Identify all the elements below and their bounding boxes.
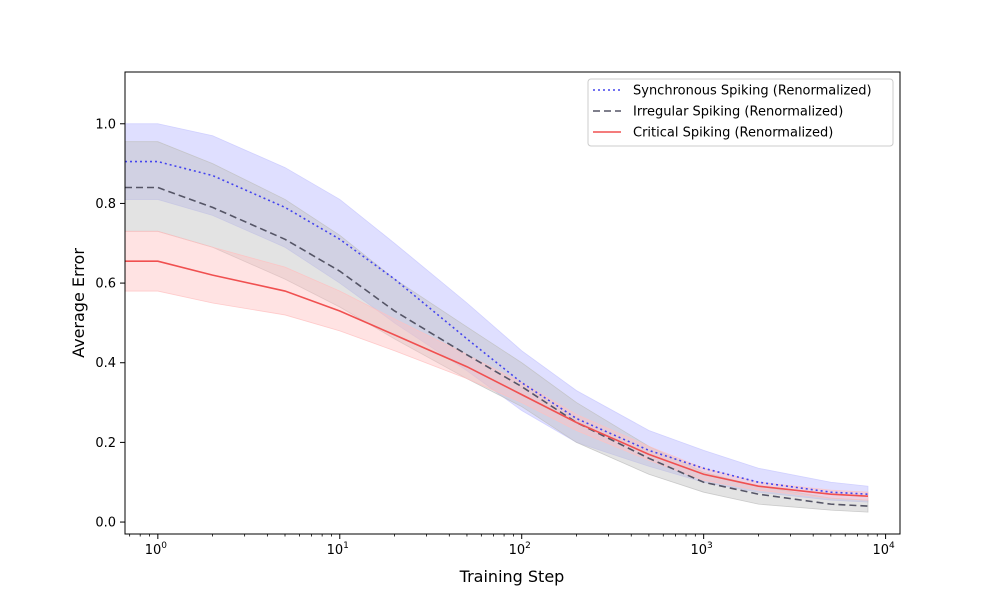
x-tick-label-0: 100 [145,541,168,558]
y-tick-label-0: 0.0 [95,516,116,531]
y-tick-label-1: 0.2 [95,436,116,451]
x-tick-label-3: 103 [691,541,713,558]
series-lines [125,160,869,507]
legend: Synchronous Spiking (Renormalized) Irregu… [587,78,894,147]
y-tick-label-3: 0.6 [95,277,116,292]
legend-label-3: Critical Spiking (Renormalized) [633,126,833,141]
x-tick-label-1: 101 [327,541,349,558]
plot-frame [124,71,901,535]
x-tick-label-4: 104 [872,541,895,558]
y-tick-label-4: 0.8 [95,197,116,212]
x-tick-label-2: 102 [509,541,531,558]
line-series-2 [125,186,869,507]
x-axis-ticks: 100 101 102 103 104 [129,534,895,558]
legend-label-2: Irregular Spiking (Renormalized) [633,105,843,120]
x-axis-label: Training Step [459,567,565,586]
band-series-2 [124,141,869,513]
line-series-3 [125,260,869,497]
legend-label-1: Synchronous Spiking (Renormalized) [633,84,872,99]
band-series-3 [124,230,869,501]
legend-box [587,78,894,147]
y-axis-label: Average Error [69,248,88,358]
y-tick-label-5: 1.0 [95,117,116,132]
y-tick-label-2: 0.4 [95,356,116,371]
y-axis-ticks: 0.0 0.2 0.4 0.6 0.8 1.0 [95,117,125,531]
confidence-bands [124,123,869,513]
